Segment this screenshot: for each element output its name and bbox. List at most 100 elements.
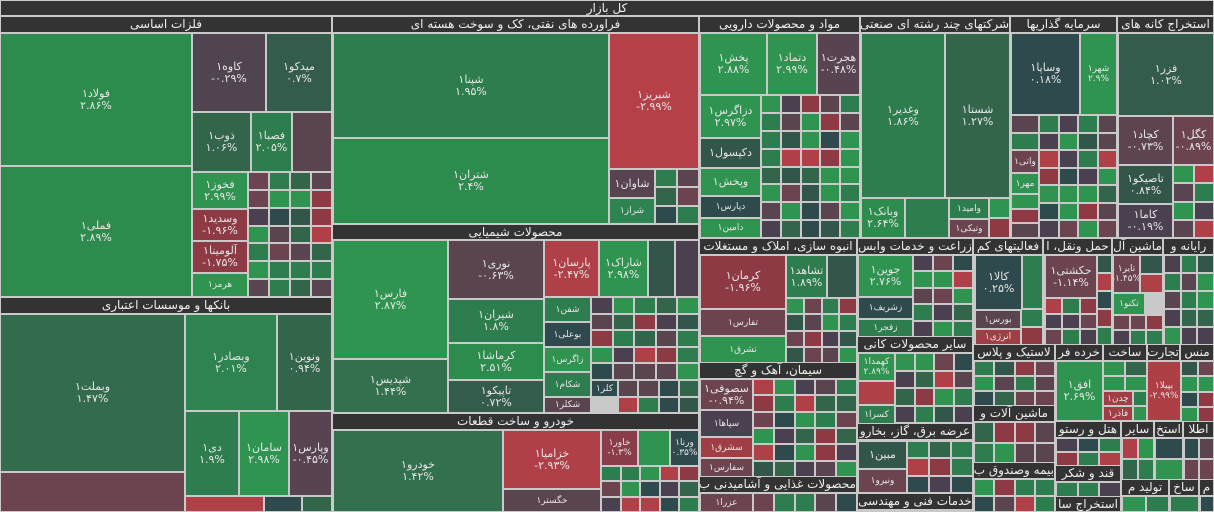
stock-tile[interactable] bbox=[1181, 309, 1197, 327]
stock-tile[interactable] bbox=[248, 208, 269, 226]
stock-tile[interactable] bbox=[1197, 255, 1214, 273]
stock-tile[interactable] bbox=[820, 113, 840, 131]
stock-tile[interactable] bbox=[655, 206, 677, 224]
stock-tile[interactable] bbox=[1011, 223, 1039, 238]
stock-tile[interactable] bbox=[753, 395, 774, 412]
stock-tile[interactable] bbox=[677, 297, 699, 314]
stock-tile[interactable] bbox=[1098, 150, 1117, 168]
stock-tile[interactable] bbox=[840, 220, 860, 238]
stock-tile[interactable] bbox=[1194, 165, 1214, 183]
stock-tile[interactable] bbox=[1097, 309, 1112, 327]
stock-tile[interactable] bbox=[1015, 391, 1035, 406]
stock-tile[interactable]: کاوه۱ -۰.۲۹% bbox=[192, 33, 266, 112]
stock-tile[interactable] bbox=[1035, 496, 1055, 512]
stock-tile[interactable] bbox=[1140, 274, 1163, 293]
stock-tile[interactable] bbox=[677, 169, 699, 187]
stock-tile[interactable] bbox=[913, 321, 933, 337]
sector-header[interactable]: زراعت و خدمات وابس bbox=[857, 238, 973, 255]
stock-tile[interactable] bbox=[753, 444, 774, 461]
stock-tile[interactable]: سامان۱ ۲.۹۸% bbox=[239, 411, 289, 496]
stock-tile[interactable] bbox=[634, 297, 656, 314]
stock-tile[interactable] bbox=[264, 496, 302, 512]
stock-tile[interactable] bbox=[953, 321, 973, 337]
stock-tile[interactable] bbox=[1130, 315, 1146, 330]
stock-tile[interactable] bbox=[1078, 438, 1099, 452]
stock-tile[interactable] bbox=[753, 379, 774, 395]
stock-tile[interactable]: دپارس۱ bbox=[700, 196, 761, 218]
stock-tile[interactable] bbox=[1130, 330, 1146, 345]
stock-tile[interactable] bbox=[601, 466, 621, 481]
stock-tile[interactable] bbox=[839, 298, 857, 314]
stock-tile[interactable] bbox=[951, 458, 973, 476]
stock-tile[interactable] bbox=[822, 314, 839, 331]
stock-tile[interactable]: شاراک۱ ۲.۹۸% bbox=[599, 240, 648, 297]
stock-tile[interactable] bbox=[1062, 329, 1080, 345]
stock-tile[interactable] bbox=[638, 430, 670, 466]
stock-tile[interactable] bbox=[815, 412, 836, 428]
stock-tile[interactable] bbox=[953, 304, 973, 321]
stock-tile[interactable]: خودرو۱ ۱.۴۲% bbox=[333, 430, 503, 512]
stock-tile[interactable] bbox=[269, 261, 290, 279]
stock-tile[interactable] bbox=[269, 279, 290, 297]
stock-tile[interactable] bbox=[290, 261, 311, 279]
stock-tile[interactable] bbox=[248, 226, 269, 243]
stock-tile[interactable] bbox=[269, 226, 290, 243]
stock-tile[interactable]: زاگرس۱ bbox=[544, 347, 591, 372]
stock-tile[interactable]: چدن۱ bbox=[1103, 391, 1133, 406]
stock-tile[interactable] bbox=[839, 347, 857, 363]
stock-tile[interactable] bbox=[1035, 361, 1055, 376]
stock-tile[interactable] bbox=[1098, 115, 1117, 133]
stock-tile[interactable] bbox=[1039, 168, 1059, 185]
sector-header[interactable]: بیمه وصندوق ب bbox=[973, 462, 1055, 479]
stock-tile[interactable]: دزاگرس۱ ۲.۹۷% bbox=[700, 95, 761, 138]
stock-tile[interactable] bbox=[1097, 273, 1112, 291]
stock-tile[interactable] bbox=[638, 380, 659, 397]
stock-tile[interactable] bbox=[774, 412, 795, 428]
sector-header[interactable]: اطلا bbox=[1183, 421, 1214, 438]
stock-tile[interactable]: تفارس۱ bbox=[700, 309, 786, 336]
stock-tile[interactable] bbox=[1122, 496, 1146, 512]
stock-tile[interactable] bbox=[781, 184, 801, 202]
stock-tile[interactable] bbox=[836, 379, 857, 395]
stock-tile[interactable] bbox=[954, 406, 973, 423]
sector-header[interactable]: سایر محصولات کانی bbox=[857, 336, 973, 353]
stock-tile[interactable] bbox=[1035, 479, 1055, 496]
stock-tile[interactable]: فصبا۱ ۲.۰۵% bbox=[251, 112, 292, 172]
sector-header[interactable]: ماشین آل bbox=[1112, 238, 1163, 255]
stock-tile[interactable] bbox=[677, 347, 699, 363]
stock-tile[interactable] bbox=[1113, 315, 1130, 330]
stock-tile[interactable] bbox=[781, 131, 801, 149]
stock-tile[interactable] bbox=[248, 172, 269, 190]
stock-tile[interactable] bbox=[954, 388, 973, 406]
stock-tile[interactable] bbox=[1200, 496, 1214, 512]
stock-tile[interactable] bbox=[679, 481, 699, 497]
stock-tile[interactable]: میدکو۱ ۰.۷% bbox=[266, 33, 332, 112]
stock-tile[interactable] bbox=[656, 314, 677, 330]
stock-tile[interactable]: کالا۱ ۰.۲۵% bbox=[975, 255, 1022, 310]
stock-tile[interactable] bbox=[822, 298, 839, 314]
stock-tile[interactable] bbox=[1198, 392, 1214, 407]
stock-tile[interactable] bbox=[951, 476, 973, 493]
stock-tile[interactable] bbox=[840, 184, 860, 202]
stock-tile[interactable] bbox=[591, 347, 613, 363]
stock-tile[interactable]: ذوب۱ ۱.۰۶% bbox=[192, 112, 251, 172]
stock-tile[interactable] bbox=[820, 167, 840, 184]
stock-tile[interactable] bbox=[1181, 255, 1197, 273]
stock-tile[interactable] bbox=[781, 149, 801, 167]
stock-tile[interactable] bbox=[1194, 202, 1214, 220]
stock-tile[interactable] bbox=[753, 461, 774, 477]
stock-tile[interactable] bbox=[820, 202, 840, 220]
stock-tile[interactable]: کرماشا۱ ۲.۵۱% bbox=[448, 343, 544, 380]
stock-tile[interactable]: جوین۱ ۲.۷۶% bbox=[858, 255, 913, 297]
stock-tile[interactable] bbox=[1122, 438, 1138, 459]
stock-tile[interactable] bbox=[248, 279, 269, 297]
stock-tile[interactable] bbox=[269, 172, 290, 190]
stock-tile[interactable] bbox=[929, 441, 951, 458]
stock-tile[interactable] bbox=[905, 198, 949, 238]
stock-tile[interactable] bbox=[761, 220, 781, 238]
sector-header[interactable]: خرده فر bbox=[1055, 344, 1103, 361]
sector-header[interactable]: ساخت bbox=[1103, 344, 1147, 361]
stock-tile[interactable]: شیران۱ ۱.۸% bbox=[448, 299, 544, 343]
stock-tile[interactable]: افق۱ ۲.۶۹% bbox=[1056, 361, 1103, 421]
stock-tile[interactable]: زفجر۱ bbox=[858, 319, 913, 337]
